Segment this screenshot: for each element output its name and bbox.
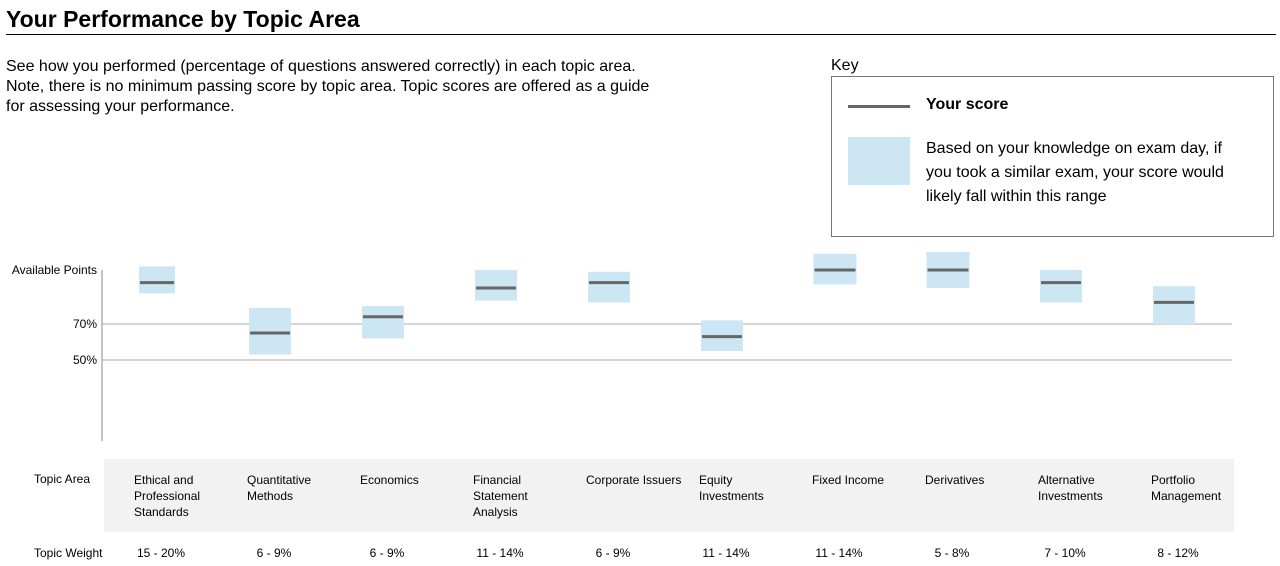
key-range-swatch <box>848 137 910 185</box>
performance-chart: Available Points 70% 50% <box>12 252 1232 441</box>
key-range-label: Based on your knowledge on exam day, if … <box>926 140 1224 205</box>
topic-weight: 5 - 8% <box>934 546 970 560</box>
topic-weight: 11 - 14% <box>476 546 524 560</box>
score-range-bar <box>362 306 404 339</box>
key-heading: Key <box>831 57 859 74</box>
title-divider <box>6 34 1276 35</box>
topic-name: Derivatives <box>925 473 985 487</box>
topic-weight: 6 - 9% <box>369 546 405 560</box>
topic-name: Quantitative Methods <box>247 473 312 503</box>
y-tick-label: Available Points <box>12 263 97 277</box>
topic-name: Alternative Investments <box>1038 473 1103 503</box>
topic-weight-label: Topic Weight <box>34 546 103 560</box>
score-range-bar <box>139 266 175 294</box>
topic-weight: 7 - 10% <box>1044 546 1086 560</box>
topic-weight: 11 - 14% <box>815 546 863 560</box>
y-tick-label: 70% <box>73 317 97 331</box>
page-title: Your Performance by Topic Area <box>6 6 360 32</box>
topic-name: Corporate Issuers <box>586 473 682 487</box>
key-score-label: Your score <box>926 96 1009 113</box>
topic-area-row <box>104 459 1234 532</box>
topic-weight: 6 - 9% <box>595 546 631 560</box>
topic-weight: 11 - 14% <box>702 546 750 560</box>
topic-weight: 6 - 9% <box>256 546 292 560</box>
y-tick-label: 50% <box>73 353 97 367</box>
topic-name: Financial Statement Analysis <box>473 473 528 519</box>
topic-name: Equity Investments <box>699 473 764 503</box>
topic-weight: 8 - 12% <box>1157 546 1199 560</box>
score-range-bar <box>249 307 291 355</box>
topic-weight: 15 - 20% <box>136 546 186 560</box>
topic-area-label: Topic Area <box>34 472 91 486</box>
topic-name: Economics <box>360 473 419 487</box>
intro-text: See how you performed (percentage of que… <box>6 58 650 115</box>
score-range-bar <box>1153 286 1195 324</box>
key-score-line <box>848 105 910 108</box>
score-range-bar <box>475 270 517 301</box>
topic-name: Portfolio Management <box>1151 473 1222 503</box>
topic-name: Fixed Income <box>812 473 885 487</box>
topic-name: Ethical and Professional Standards <box>134 473 201 519</box>
score-range-bar <box>588 271 630 303</box>
key-box: Your score Based on your knowledge on ex… <box>831 76 1274 237</box>
score-range-bar <box>1040 270 1082 303</box>
